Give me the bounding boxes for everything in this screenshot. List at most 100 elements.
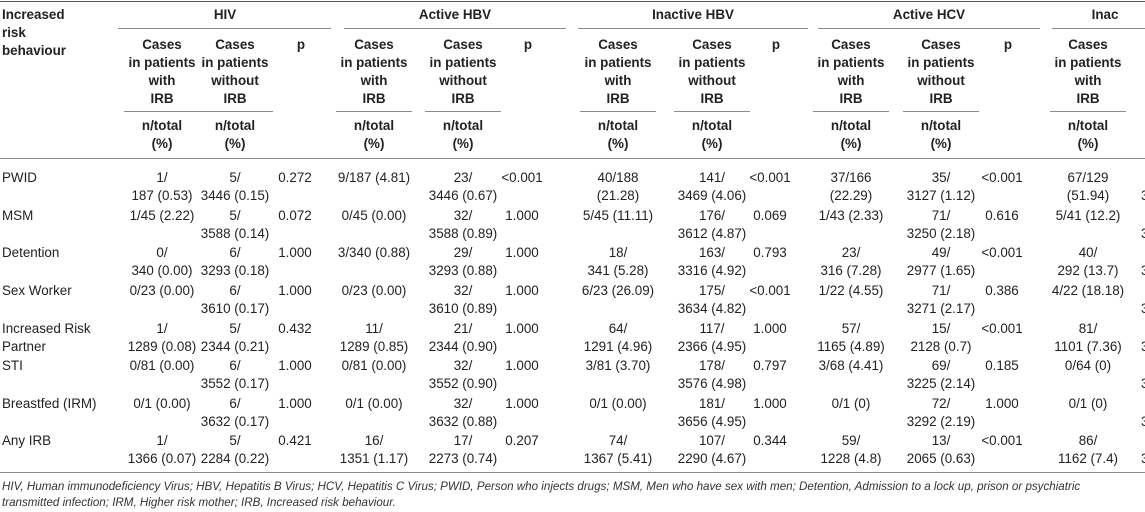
table-cell: 0/1 (0.00): [133, 396, 191, 411]
sub-header-with-irb: Cases: [142, 37, 182, 52]
table-cell: 0/1 (0.00): [345, 396, 403, 411]
table-cell: 3127 (1.12): [906, 188, 976, 203]
sub-header-with-irb: Cases: [598, 37, 638, 52]
row-label: STI: [2, 358, 23, 373]
table-cell: 0/23 (0.00): [129, 283, 195, 298]
table-bottom-rule: [0, 472, 1145, 473]
table-cell: 0/23 (0.00): [341, 283, 407, 298]
unit-label: (%): [452, 136, 474, 151]
p-value: 1.000: [505, 283, 539, 298]
table-cell: 32/: [453, 208, 473, 223]
sub-header-p: p: [296, 37, 306, 52]
table-cell: 6/: [229, 245, 241, 260]
p-value: 0.797: [753, 358, 787, 373]
p-value: 0.069: [753, 208, 787, 223]
sub-header-without-irb: without: [211, 73, 259, 88]
p-value: 0.185: [985, 358, 1019, 373]
table-cell: 1228 (4.8): [820, 451, 882, 466]
sub-header-with-irb: IRB: [1076, 91, 1100, 106]
table-cell: 69/: [931, 358, 951, 373]
table-cell: 9/187 (4.81): [337, 170, 411, 185]
p-value: <0.001: [749, 283, 791, 298]
row-label: Increased Risk: [2, 321, 91, 336]
table-cell: 1101 (7.36): [1054, 339, 1122, 354]
table-cell: 5/: [229, 433, 241, 448]
sub-header-with-irb: IRB: [606, 91, 630, 106]
table-cell: 3316 (4.92): [677, 263, 747, 278]
clipped-cell: 3: [1141, 451, 1145, 466]
p-value: <0.001: [501, 170, 543, 185]
table-cell: 1366 (0.07): [127, 451, 197, 466]
p-value: 1.000: [278, 396, 312, 411]
table-cell: 13/: [931, 433, 951, 448]
row-label: Sex Worker: [2, 283, 72, 298]
table-cell: 2366 (4.95): [677, 339, 747, 354]
table-cell: (51.94): [1066, 188, 1110, 203]
group-header: Active HBV: [418, 7, 492, 22]
unit-label: (%): [363, 136, 385, 151]
table-cell: 0/81 (0.00): [341, 358, 407, 373]
sub-header-p: p: [771, 37, 781, 52]
clipped-cell: 3: [1141, 301, 1145, 316]
table-cell: 1/: [156, 433, 168, 448]
table-cell: 23/: [453, 170, 473, 185]
unit-label: n/total: [830, 118, 872, 133]
table-cell: 187 (0.53): [131, 188, 193, 203]
table-cell: 16/: [364, 433, 384, 448]
table-cell: 5/: [229, 170, 241, 185]
unit-label: (%): [607, 136, 629, 151]
group-header-rule: [344, 28, 566, 29]
sub-header-with-irb: Cases: [831, 37, 871, 52]
row-label: Partner: [2, 339, 46, 354]
table-cell: 5/41 (12.2): [1055, 208, 1121, 223]
group-header-rule: [818, 28, 1040, 29]
clipped-cell: 3: [1141, 226, 1145, 241]
table-cell: 316 (7.28): [820, 263, 882, 278]
p-value: 1.000: [505, 208, 539, 223]
table-cell: 2344 (0.21): [200, 339, 270, 354]
table-cell: 74/: [608, 433, 628, 448]
table-cell: 141/: [698, 170, 726, 185]
p-value: 1.000: [278, 283, 312, 298]
sub-header-rule: [674, 111, 750, 112]
sub-header-with-irb: with: [604, 73, 632, 88]
p-value: 1.000: [753, 321, 787, 336]
sub-header-without-irb: Cases: [215, 37, 255, 52]
table-cell: 3271 (2.17): [906, 301, 976, 316]
table-cell: 3634 (4.82): [677, 301, 747, 316]
sub-header-without-irb: in patients: [907, 55, 975, 70]
sub-header-without-irb: in patients: [201, 55, 269, 70]
unit-label: n/total: [442, 118, 484, 133]
table-cell: 2290 (4.67): [677, 451, 747, 466]
sub-header-with-irb: IRB: [362, 91, 386, 106]
table-cell: 3632 (0.88): [428, 414, 498, 429]
table-cell: 4/22 (18.18): [1051, 283, 1125, 298]
p-value: 0.072: [278, 208, 312, 223]
sub-header-with-irb: Cases: [354, 37, 394, 52]
sub-header-without-irb: Cases: [692, 37, 732, 52]
unit-label: (%): [151, 136, 173, 151]
table-cell: 40/: [1078, 245, 1098, 260]
table-cell: 176/: [698, 208, 726, 223]
sub-header-without-irb: without: [688, 73, 736, 88]
table-cell: 86/: [1078, 433, 1098, 448]
table-cell: 1/: [156, 170, 168, 185]
sub-header-with-irb: in patients: [340, 55, 408, 70]
p-value: 0.616: [985, 208, 1019, 223]
table-cell: 3552 (0.90): [428, 376, 498, 391]
table-cell: (21.28): [596, 188, 640, 203]
sub-header-with-irb: in patients: [1054, 55, 1122, 70]
sub-header-rule: [124, 111, 200, 112]
table-cell: 71/: [931, 283, 951, 298]
group-header: Inactive HBV: [652, 7, 734, 22]
row-label: MSM: [2, 208, 34, 223]
unit-label: n/total: [214, 118, 256, 133]
sub-header-without-irb: IRB: [223, 91, 247, 106]
table-cell: 49/: [931, 245, 951, 260]
row-label: Breastfed (IRM): [2, 396, 97, 411]
sub-header-rule: [1050, 111, 1126, 112]
sub-header-without-irb: IRB: [451, 91, 475, 106]
table-cell: 1289 (0.85): [339, 339, 409, 354]
table-cell: 2128 (0.7): [910, 339, 972, 354]
